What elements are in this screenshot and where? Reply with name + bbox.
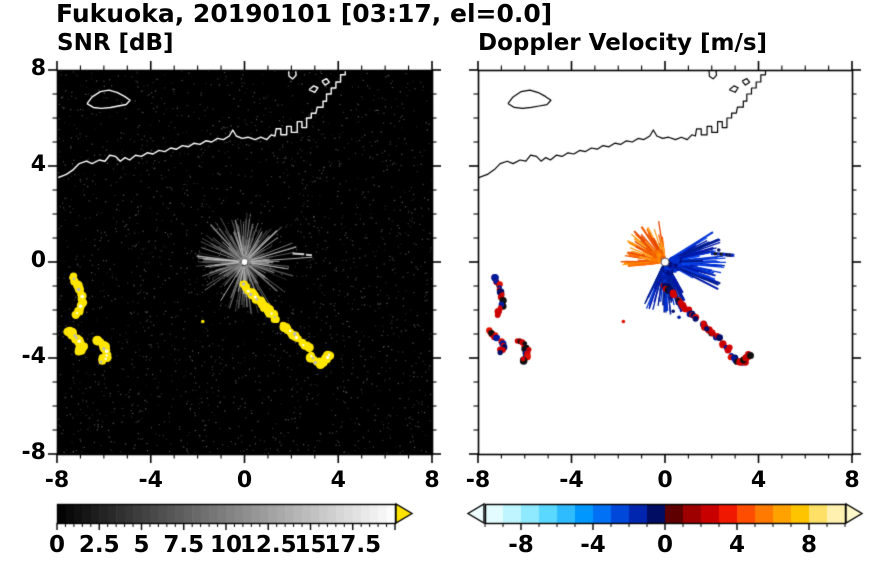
figure-title: Fukuoka, 20190101 [03:17, el=0.0] [56, 0, 553, 28]
snr-y-tick-label: 8 [30, 56, 46, 81]
snr-y-tick-label: -4 [21, 344, 46, 369]
snr-panel-title: SNR [dB] [57, 30, 174, 56]
snr-y-tick-label: 0 [30, 248, 46, 273]
doppler-colorbar-label: 8 [800, 532, 817, 558]
snr-colorbar-label: 0 [48, 532, 65, 558]
snr-y-tick-label: 4 [30, 152, 46, 177]
doppler-x-tick-label: 4 [750, 468, 767, 493]
doppler-colorbar-label: 0 [656, 532, 673, 558]
snr-colorbar-label: 10 [209, 532, 242, 558]
snr-colorbar-label: 15 [294, 532, 327, 558]
snr-colorbar-label: 7.5 [163, 532, 205, 558]
doppler-panel-title: Doppler Velocity [m/s] [478, 30, 768, 56]
snr-x-tick-label: 8 [424, 468, 440, 493]
snr-y-tick-label: -8 [21, 440, 46, 465]
snr-colorbar-label: 5 [133, 532, 150, 558]
snr-colorbar-label: 12.5 [239, 532, 297, 558]
snr-x-tick-label: -8 [44, 468, 70, 493]
doppler-x-tick-label: 0 [657, 468, 673, 493]
doppler-colorbar-label: -4 [580, 532, 606, 558]
doppler-x-tick-label: -4 [559, 468, 584, 493]
doppler-colorbar-label: -8 [508, 532, 534, 558]
snr-colorbar-label: 17.5 [324, 532, 382, 558]
doppler-x-tick-label: -8 [465, 468, 491, 493]
snr-x-tick-label: 4 [330, 468, 346, 493]
snr-colorbar-label: 2.5 [78, 532, 120, 558]
doppler-colorbar-label: 4 [728, 532, 745, 558]
doppler-x-tick-label: 8 [844, 468, 860, 493]
snr-x-tick-label: -4 [138, 468, 163, 493]
snr-x-tick-label: 0 [236, 468, 253, 493]
